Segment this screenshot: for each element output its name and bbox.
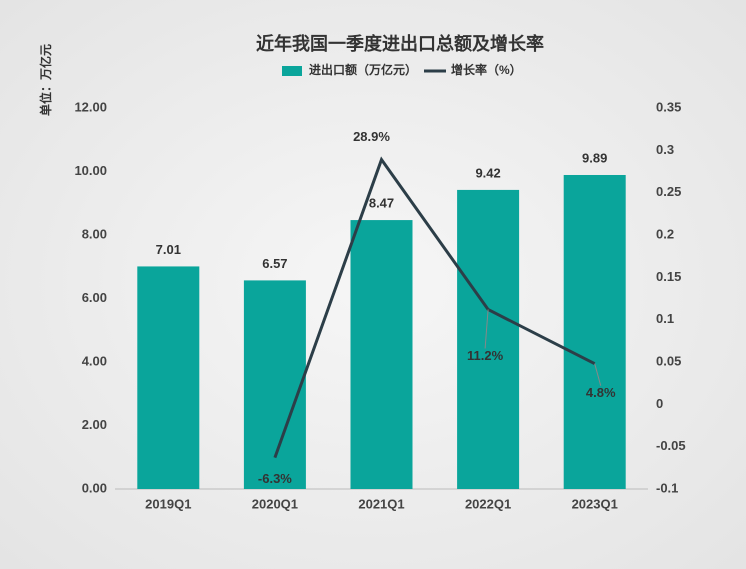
x-tick-label: 2023Q1 — [572, 496, 618, 511]
legend-label: 进出口额（万亿元） — [309, 62, 417, 77]
y-axis-label: 单位：万亿元 — [38, 44, 53, 116]
bar — [457, 189, 520, 490]
y-tick-label: 6.00 — [82, 290, 107, 305]
y2-tick-label: 0.3 — [656, 142, 674, 157]
y-tick-label: 10.00 — [74, 163, 107, 178]
y-tick-label: 0.00 — [82, 480, 107, 495]
line-value-label: 28.9% — [353, 129, 390, 144]
legend-swatch — [282, 66, 302, 76]
x-tick-label: 2021Q1 — [358, 496, 404, 511]
bar-value-label: 9.42 — [475, 165, 500, 180]
y2-tick-label: -0.1 — [656, 480, 678, 495]
bar — [243, 280, 306, 489]
bar-value-label: 9.89 — [582, 150, 607, 165]
y2-tick-label: -0.05 — [656, 438, 686, 453]
line — [273, 156, 596, 459]
x-tick-label: 2022Q1 — [465, 496, 511, 511]
y2-tick-label: 0.1 — [656, 311, 674, 326]
y2-tick-label: 0 — [656, 396, 663, 411]
bar — [350, 220, 413, 489]
y2-tick-label: 0.25 — [656, 184, 681, 199]
bar-value-label: 8.47 — [369, 196, 394, 211]
y2-tick-label: 0.15 — [656, 269, 681, 284]
x-tick-label: 2019Q1 — [145, 496, 191, 511]
y2-tick-label: 0.05 — [656, 353, 681, 368]
y2-tick-label: 0.35 — [656, 99, 681, 114]
bar-value-label: 7.01 — [156, 242, 181, 257]
x-tick-label: 2020Q1 — [252, 496, 298, 511]
y-tick-label: 8.00 — [82, 226, 107, 241]
y2-tick-label: 0.2 — [656, 226, 674, 241]
bar — [563, 174, 626, 489]
bar-value-label: 6.57 — [262, 256, 287, 271]
leader-line — [594, 363, 602, 386]
legend-label: 增长率（%） — [451, 62, 522, 77]
y-tick-label: 2.00 — [82, 417, 107, 432]
chart-title: 近年我国一季度进出口总额及增长率 — [256, 33, 544, 54]
y-tick-label: 4.00 — [82, 353, 107, 368]
bar — [137, 266, 200, 489]
line-value-label: 4.8% — [586, 385, 616, 400]
line-value-label: -6.3% — [258, 471, 292, 486]
leader-line — [484, 309, 489, 349]
y-tick-label: 12.00 — [74, 99, 107, 114]
line-value-label: 11.2% — [467, 348, 504, 363]
